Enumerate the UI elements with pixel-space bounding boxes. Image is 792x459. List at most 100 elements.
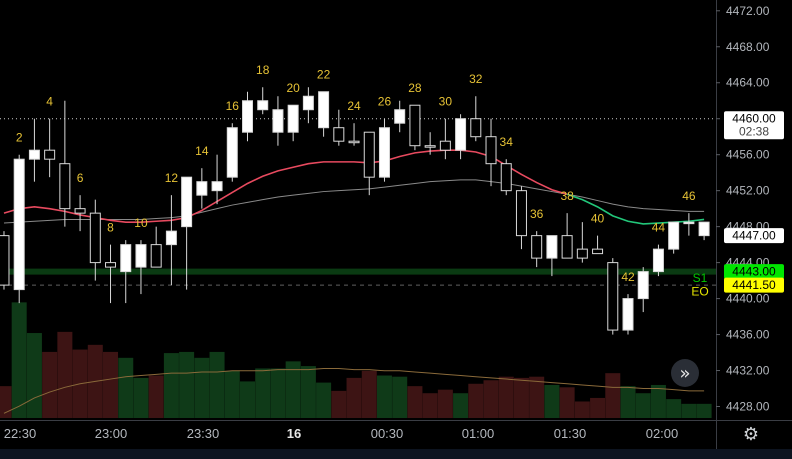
price-tick-label: 4472.00 bbox=[726, 4, 770, 18]
candle-body[interactable] bbox=[485, 136, 497, 165]
volume-bar bbox=[148, 375, 164, 418]
volume-bar bbox=[118, 357, 134, 418]
volume-bar bbox=[11, 302, 27, 418]
candle-body[interactable] bbox=[607, 262, 619, 331]
price-tick-label: 4428.00 bbox=[726, 400, 770, 414]
candle-body[interactable] bbox=[120, 244, 132, 273]
candle-body[interactable] bbox=[226, 127, 238, 178]
candle-body[interactable] bbox=[28, 149, 40, 160]
scroll-to-realtime-button[interactable]: » bbox=[671, 359, 699, 387]
candle-body[interactable] bbox=[409, 104, 421, 147]
candle-body[interactable] bbox=[242, 100, 253, 133]
bar-number-label: 22 bbox=[317, 68, 331, 82]
candle-body[interactable] bbox=[302, 95, 314, 111]
bar-number-label: 12 bbox=[165, 171, 179, 185]
candle-body[interactable] bbox=[257, 100, 269, 111]
candle-body[interactable] bbox=[455, 118, 467, 151]
candle-body[interactable] bbox=[0, 235, 10, 286]
candle-body[interactable] bbox=[74, 208, 86, 214]
candle-body[interactable] bbox=[333, 127, 345, 142]
candle-body[interactable] bbox=[470, 118, 482, 138]
candle-body[interactable] bbox=[363, 131, 375, 178]
volume-bar bbox=[696, 403, 712, 418]
candle-body[interactable] bbox=[150, 244, 162, 268]
candle-body[interactable] bbox=[683, 221, 695, 225]
bar-number-label: 6 bbox=[77, 171, 84, 185]
volume-bar bbox=[498, 376, 514, 418]
candle-body[interactable] bbox=[424, 145, 436, 148]
candle-body[interactable] bbox=[439, 140, 451, 151]
candle-body[interactable] bbox=[211, 181, 223, 192]
candle-body[interactable] bbox=[181, 176, 193, 228]
candle-body[interactable] bbox=[668, 221, 680, 250]
volume-bar bbox=[376, 375, 392, 418]
bar-number-label: 20 bbox=[286, 81, 300, 95]
candle-body[interactable] bbox=[515, 190, 527, 237]
candle-body[interactable] bbox=[622, 298, 634, 331]
bar-number-label: 32 bbox=[469, 72, 483, 86]
candle-body[interactable] bbox=[394, 109, 406, 124]
candle-body[interactable] bbox=[165, 230, 177, 246]
candle-body[interactable] bbox=[378, 127, 390, 178]
time-axis-label: 16 bbox=[287, 426, 301, 441]
volume-bar bbox=[133, 377, 149, 418]
volume-bar bbox=[468, 383, 484, 418]
time-axis-label: 01:00 bbox=[462, 426, 495, 441]
time-axis-label: 23:30 bbox=[187, 426, 220, 441]
volume-bar bbox=[650, 384, 666, 418]
volume-bar bbox=[590, 397, 606, 418]
candle-body[interactable] bbox=[698, 221, 710, 237]
bar-number-label: 14 bbox=[195, 144, 209, 158]
candle-body[interactable] bbox=[637, 271, 649, 300]
settings-gear-icon[interactable]: ⚙ bbox=[742, 423, 760, 445]
candle-body[interactable] bbox=[196, 181, 208, 196]
candle-body[interactable] bbox=[546, 235, 558, 259]
candle-body[interactable] bbox=[561, 235, 573, 259]
fast-moving-average bbox=[3, 149, 568, 223]
candle-body[interactable] bbox=[105, 262, 117, 268]
bar-number-label: 8 bbox=[107, 221, 114, 235]
candle-body[interactable] bbox=[59, 163, 71, 210]
candle-body[interactable] bbox=[576, 248, 588, 259]
volume-bar bbox=[605, 373, 621, 418]
volume-bar bbox=[544, 384, 560, 418]
bar-number-label: 28 bbox=[408, 81, 422, 95]
candle-body[interactable] bbox=[592, 248, 604, 255]
candle-body[interactable] bbox=[13, 158, 25, 291]
candle-body[interactable] bbox=[500, 163, 512, 192]
time-axis-label: 00:30 bbox=[371, 426, 404, 441]
level-label: EO bbox=[691, 284, 708, 298]
time-axis-label: 22:30 bbox=[4, 426, 37, 441]
candle-body[interactable] bbox=[531, 235, 543, 259]
fast-moving-average-rising bbox=[566, 193, 705, 225]
bar-number-label: 34 bbox=[500, 135, 514, 149]
candle-body[interactable] bbox=[89, 212, 101, 264]
price-badge bbox=[724, 277, 784, 293]
candle-body[interactable] bbox=[348, 140, 360, 144]
volume-bar bbox=[559, 387, 575, 418]
volume-bar bbox=[316, 382, 332, 418]
volume-bar bbox=[209, 351, 225, 418]
candle-body[interactable] bbox=[135, 244, 147, 268]
candle-body[interactable] bbox=[44, 149, 56, 160]
volume-bar bbox=[255, 368, 271, 418]
volume-bar bbox=[453, 393, 469, 418]
volume-bar bbox=[179, 351, 195, 418]
candle-body[interactable] bbox=[318, 91, 330, 129]
price-tick-label: 4436.00 bbox=[726, 328, 770, 342]
time-axis-label: 02:00 bbox=[646, 426, 679, 441]
volume-bar bbox=[26, 333, 42, 418]
candle-body[interactable] bbox=[272, 109, 284, 133]
candle-body[interactable] bbox=[652, 248, 664, 273]
candle-body[interactable] bbox=[287, 104, 299, 133]
volume-bar bbox=[483, 380, 499, 418]
level-label: S1 bbox=[693, 271, 708, 285]
price-tick-label: 4440.00 bbox=[726, 292, 770, 306]
bar-number-label: 26 bbox=[378, 95, 392, 109]
bar-number-label: 30 bbox=[439, 95, 453, 109]
volume-bar bbox=[681, 403, 697, 418]
bar-number-label: 18 bbox=[256, 63, 270, 77]
volume-bar bbox=[224, 370, 240, 418]
